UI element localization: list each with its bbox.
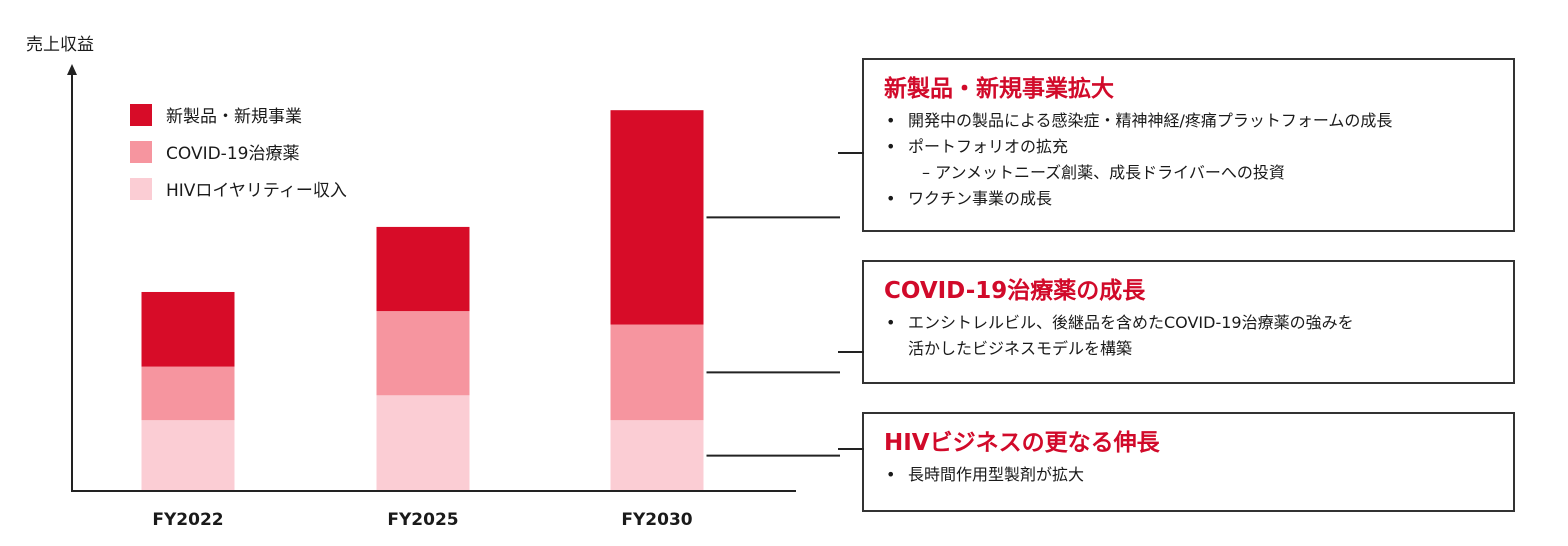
callout-bullet: 開発中の製品による感染症・精神神経/疼痛プラットフォームの成長 <box>884 108 1493 134</box>
callout-bullet: ポートフォリオの拡充 <box>884 134 1493 160</box>
bar-segment-FY2022-0 <box>141 420 235 491</box>
callout-title-covid: COVID-19治療薬の成長 <box>884 278 1146 304</box>
stacked-bar-chart: FY2022 FY2025 FY2030 <box>67 64 840 530</box>
bar-segment-FY2025-1 <box>376 311 470 396</box>
callout-title-hiv: HIVビジネスの更なる伸長 <box>884 430 1160 456</box>
callout-covid: COVID-19治療薬の成長 エンシトレルビル、後継品を含めたCOVID-19治… <box>862 260 1515 384</box>
bar-segment-FY2022-1 <box>141 366 235 421</box>
callout-new-products: 新製品・新規事業拡大 開発中の製品による感染症・精神神経/疼痛プラットフォームの… <box>862 58 1515 232</box>
callout-title-new-products: 新製品・新規事業拡大 <box>884 76 1114 102</box>
bar-segment-FY2022-2 <box>141 291 235 367</box>
legend: 新製品・新規事業 COVID-19治療薬 HIVロイヤリティー収入 <box>130 96 347 207</box>
connector-extension <box>838 152 864 450</box>
x-tick-label: FY2022 <box>152 510 223 530</box>
bar-segment-FY2025-2 <box>376 226 470 312</box>
legend-label-new-products: 新製品・新規事業 <box>166 107 302 127</box>
bar-segment-FY2025-0 <box>376 395 470 491</box>
callout-bullet-continuation: 活かしたビジネスモデルを構築 <box>908 339 1133 358</box>
y-axis-arrow <box>67 64 77 75</box>
legend-label-covid: COVID-19治療薬 <box>166 144 300 164</box>
bar-segment-FY2030-1 <box>610 324 704 421</box>
callout-bullet: ワクチン事業の成長 <box>884 186 1493 212</box>
callout-bullet: エンシトレルビル、後継品を含めたCOVID-19治療薬の強みを <box>884 310 1493 336</box>
legend-swatch-hiv <box>130 177 152 200</box>
bar-segment-FY2030-0 <box>610 420 704 491</box>
callout-sub-bullet: – アンメットニーズ創薬、成長ドライバーへの投資 <box>922 163 1285 182</box>
legend-swatch-new-products <box>130 103 152 126</box>
bar-segment-FY2030-2 <box>610 110 704 325</box>
legend-item-new-products: 新製品・新規事業 <box>130 96 347 133</box>
legend-label-hiv: HIVロイヤリティー収入 <box>166 181 347 201</box>
x-tick-label: FY2030 <box>621 510 692 530</box>
callout-hiv: HIVビジネスの更なる伸長 長時間作用型製剤が拡大 <box>862 412 1515 512</box>
x-tick-label: FY2025 <box>387 510 458 530</box>
callout-bullet: 長時間作用型製剤が拡大 <box>884 462 1493 488</box>
legend-item-hiv: HIVロイヤリティー収入 <box>130 170 347 207</box>
legend-swatch-covid <box>130 140 152 163</box>
legend-item-covid: COVID-19治療薬 <box>130 133 347 170</box>
y-axis-label: 売上収益 <box>26 35 94 55</box>
